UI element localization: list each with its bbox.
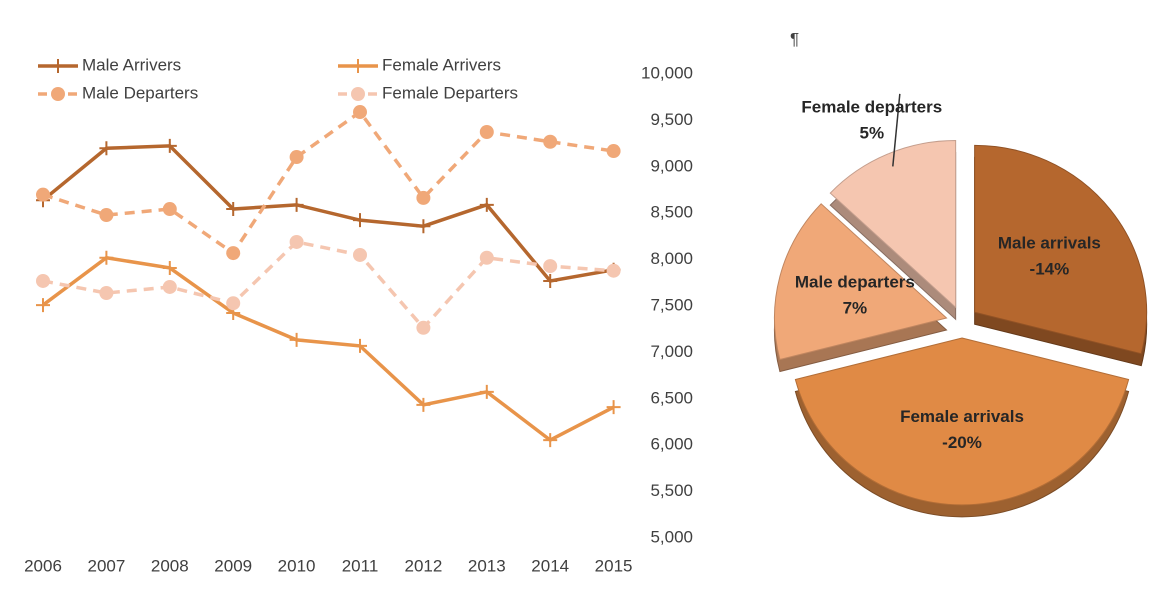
data-point (162, 279, 177, 294)
y-tick-label: 5,500 (650, 481, 693, 500)
data-point (162, 260, 177, 275)
x-tick-label: 2010 (278, 556, 316, 575)
x-tick-label: 2014 (531, 556, 569, 575)
data-point (606, 400, 621, 415)
x-tick-label: 2011 (342, 556, 379, 575)
data-point (416, 190, 431, 205)
data-point (289, 332, 304, 347)
y-tick-label: 7,000 (650, 342, 693, 361)
data-point (543, 259, 558, 274)
legend-marker (51, 87, 65, 101)
data-point (36, 298, 50, 313)
x-tick-label: 2015 (595, 556, 633, 575)
legend-label: Male Departers (82, 83, 198, 102)
data-point (416, 219, 431, 234)
data-point (289, 150, 304, 165)
data-point (479, 250, 494, 265)
legend-marker (51, 59, 65, 73)
data-point (162, 138, 177, 153)
data-point (353, 338, 367, 353)
pie-slice (974, 144, 1148, 355)
pie-slice (829, 139, 957, 309)
data-point (606, 263, 621, 278)
data-point (289, 234, 304, 249)
x-tick-label: 2008 (151, 556, 189, 575)
pie-slice (794, 337, 1130, 506)
x-tick-label: 2007 (87, 556, 125, 575)
y-tick-label: 9,500 (650, 110, 693, 129)
data-point (226, 296, 241, 311)
legend-label: Female Arrivers (382, 55, 501, 74)
legend-marker (351, 87, 365, 101)
data-point (416, 320, 431, 335)
data-point (543, 134, 558, 149)
data-point (99, 208, 114, 223)
data-point (36, 273, 50, 288)
y-tick-label: 9,000 (650, 156, 693, 175)
data-point (353, 247, 367, 262)
data-point (353, 105, 367, 120)
y-tick-label: 7,500 (650, 295, 693, 314)
y-tick-label: 6,000 (650, 435, 693, 454)
pie-label: Female departers (801, 97, 942, 116)
y-tick-label: 8,500 (650, 203, 693, 222)
data-point (416, 397, 431, 412)
pie-label: 7% (843, 299, 868, 318)
data-point (99, 141, 114, 156)
data-point (162, 202, 177, 217)
data-point (36, 187, 50, 202)
data-point (99, 286, 114, 301)
y-tick-label: 8,000 (650, 249, 693, 268)
data-point (479, 384, 494, 399)
data-point (479, 197, 494, 212)
y-tick-label: 6,500 (650, 388, 693, 407)
leader-line (892, 93, 901, 167)
x-tick-label: 2013 (468, 556, 506, 575)
x-tick-label: 2009 (214, 556, 252, 575)
series-line (41, 255, 615, 443)
data-point (479, 125, 494, 139)
pie-label: 5% (860, 123, 885, 142)
data-point (226, 202, 241, 217)
x-tick-label: 2012 (404, 556, 442, 575)
data-point (543, 433, 558, 448)
data-point (543, 273, 558, 288)
x-tick-label: 2006 (24, 556, 62, 575)
data-point (226, 246, 241, 261)
pie-label: Male departers (795, 273, 915, 292)
data-point (289, 197, 304, 212)
y-tick-label: 5,000 (650, 527, 693, 546)
legend-label: Female Departers (382, 83, 518, 102)
cursor-mark: ¶ (790, 29, 799, 48)
data-point (353, 213, 367, 228)
pie-label: Male arrivals (998, 233, 1101, 252)
pie-label: Female arrivals (900, 407, 1024, 426)
series-line (42, 109, 614, 256)
legend-marker (351, 59, 365, 73)
data-point (99, 250, 114, 265)
pie-slice (774, 203, 948, 361)
series-line (41, 144, 614, 283)
legend-label: Male Arrivers (82, 55, 181, 74)
series-line (42, 240, 614, 331)
pie-label: -14% (1030, 259, 1070, 278)
pie-label: -20% (942, 433, 982, 452)
y-tick-label: 10,000 (641, 63, 693, 82)
data-point (606, 144, 621, 159)
